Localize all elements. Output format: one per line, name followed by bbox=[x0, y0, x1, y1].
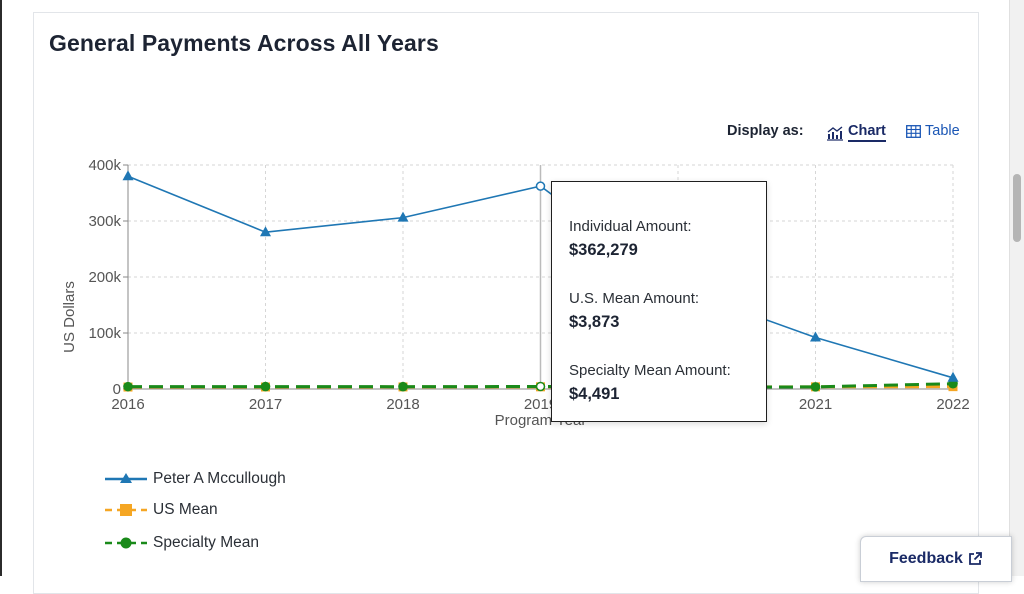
x-tick-label: 2016 bbox=[111, 396, 144, 413]
tooltip-individual-value: $362,279 bbox=[569, 241, 638, 260]
chart-tooltip: Individual Amount: $362,279 U.S. Mean Am… bbox=[551, 181, 767, 422]
data-point-individual bbox=[537, 182, 545, 190]
external-link-icon bbox=[967, 551, 983, 567]
tooltip-us-mean-label: U.S. Mean Amount: bbox=[569, 290, 699, 307]
y-axis-title: US Dollars bbox=[61, 281, 78, 353]
scrollbar-thumb[interactable] bbox=[1013, 174, 1021, 242]
legend-item-us-mean[interactable]: US Mean bbox=[103, 499, 323, 521]
x-tick-label: 2021 bbox=[799, 396, 832, 413]
data-point-specialty-mean bbox=[261, 382, 271, 392]
x-tick-label: 2022 bbox=[936, 396, 969, 413]
tooltip-individual-label: Individual Amount: bbox=[569, 218, 692, 235]
y-tick-label: 300k bbox=[88, 213, 121, 230]
tooltip-specialty-value: $4,491 bbox=[569, 385, 619, 404]
data-point-individual bbox=[123, 170, 134, 180]
x-tick-label: 2017 bbox=[249, 396, 282, 413]
legend-item-individual[interactable]: Peter A Mccullough bbox=[103, 468, 323, 490]
legend-label: Peter A Mccullough bbox=[153, 470, 286, 488]
x-tick-label: 2018 bbox=[386, 396, 419, 413]
feedback-label: Feedback bbox=[889, 550, 963, 568]
legend-label: US Mean bbox=[153, 501, 218, 519]
data-point-specialty-mean bbox=[123, 382, 133, 392]
page-scrollbar[interactable] bbox=[1009, 0, 1024, 576]
legend-item-specialty-mean[interactable]: Specialty Mean bbox=[103, 532, 323, 554]
tooltip-us-mean-value: $3,873 bbox=[569, 313, 619, 332]
legend-swatch-triangle bbox=[103, 471, 149, 487]
data-point-specialty-mean bbox=[811, 382, 821, 392]
y-tick-label: 200k bbox=[88, 269, 121, 286]
legend-label: Specialty Mean bbox=[153, 534, 259, 552]
y-tick-label: 400k bbox=[88, 157, 121, 174]
tooltip-specialty-label: Specialty Mean Amount: bbox=[569, 362, 731, 379]
data-point-specialty-mean bbox=[537, 382, 545, 390]
y-tick-label: 100k bbox=[88, 325, 121, 342]
legend-swatch-circle bbox=[103, 535, 149, 551]
feedback-button[interactable]: Feedback bbox=[860, 536, 1012, 582]
data-point-specialty-mean bbox=[398, 382, 408, 392]
legend-swatch-square bbox=[103, 502, 149, 518]
